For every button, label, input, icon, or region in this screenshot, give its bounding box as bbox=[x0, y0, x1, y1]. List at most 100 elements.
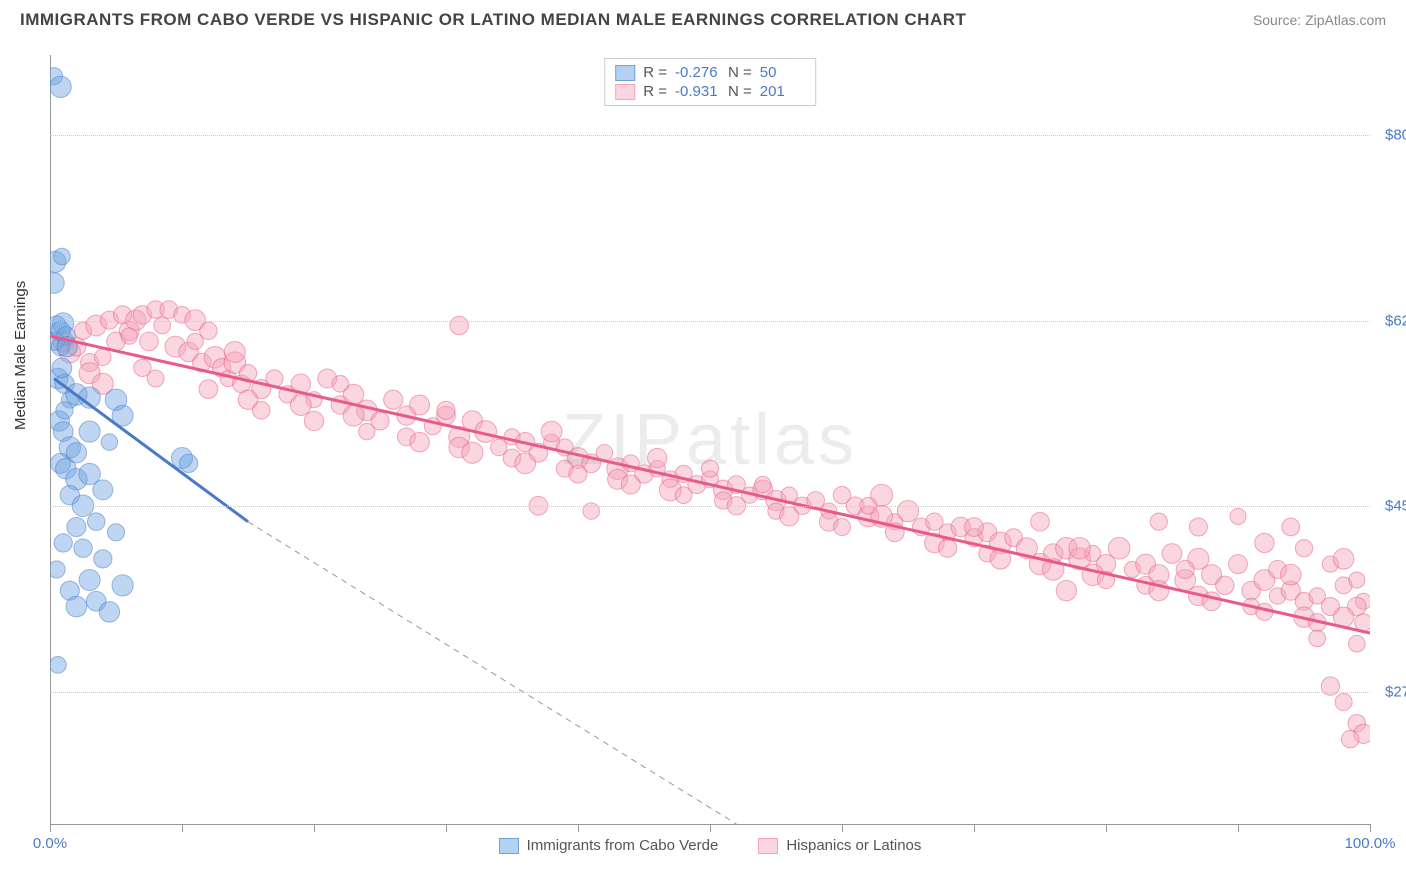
scatter-point bbox=[121, 328, 137, 344]
x-tick bbox=[314, 824, 315, 832]
scatter-point bbox=[112, 405, 133, 426]
correlation-legend: R = -0.276 N = 50 R = -0.931 N = 201 bbox=[604, 58, 816, 106]
chart-header: IMMIGRANTS FROM CABO VERDE VS HISPANIC O… bbox=[0, 0, 1406, 32]
scatter-point bbox=[318, 369, 337, 388]
scatter-point bbox=[1256, 603, 1273, 620]
scatter-point bbox=[1295, 592, 1313, 610]
legend-row: R = -0.931 N = 201 bbox=[615, 82, 805, 101]
scatter-point bbox=[1189, 518, 1207, 536]
scatter-point bbox=[94, 550, 112, 568]
gridline bbox=[50, 692, 1370, 693]
scatter-point bbox=[79, 387, 100, 408]
scatter-point bbox=[107, 332, 126, 351]
scatter-point bbox=[1333, 549, 1354, 570]
scatter-point bbox=[1162, 544, 1182, 564]
trend-line bbox=[50, 336, 1370, 633]
scatter-point bbox=[56, 327, 75, 346]
scatter-point bbox=[1341, 730, 1359, 748]
scatter-point bbox=[199, 380, 218, 399]
scatter-point bbox=[1124, 561, 1140, 577]
watermark: ZIPatlas bbox=[562, 399, 858, 481]
scatter-point bbox=[101, 434, 118, 451]
scatter-point bbox=[53, 422, 73, 442]
scatter-point bbox=[781, 487, 797, 503]
scatter-point bbox=[53, 331, 74, 352]
scatter-point bbox=[659, 479, 681, 501]
scatter-point bbox=[50, 453, 70, 473]
scatter-point bbox=[232, 375, 250, 393]
scatter-point bbox=[462, 411, 482, 431]
scatter-point bbox=[1269, 588, 1286, 605]
scatter-point bbox=[134, 359, 151, 376]
scatter-point bbox=[50, 273, 64, 294]
scatter-point bbox=[1335, 577, 1352, 594]
scatter-point bbox=[59, 437, 80, 458]
scatter-point bbox=[1269, 560, 1287, 578]
y-tick-label: $45,000 bbox=[1375, 498, 1406, 515]
scatter-point bbox=[187, 333, 203, 349]
scatter-point bbox=[583, 503, 600, 520]
scatter-point bbox=[1295, 540, 1312, 557]
scatter-point bbox=[449, 426, 470, 447]
scatter-point bbox=[79, 421, 100, 442]
scatter-point bbox=[1348, 635, 1365, 652]
scatter-point bbox=[252, 380, 271, 399]
scatter-point bbox=[212, 359, 231, 378]
scatter-point bbox=[766, 490, 786, 510]
trend-extrapolation bbox=[248, 522, 736, 824]
scatter-point bbox=[979, 545, 996, 562]
scatter-point bbox=[1355, 593, 1370, 609]
scatter-point bbox=[1189, 586, 1209, 606]
scatter-point bbox=[50, 561, 65, 578]
scatter-point bbox=[252, 402, 270, 420]
scatter-point bbox=[79, 363, 100, 384]
scatter-point bbox=[1043, 544, 1063, 563]
scatter-point bbox=[119, 321, 139, 341]
scatter-point bbox=[1082, 564, 1104, 586]
x-tick-label: 0.0% bbox=[33, 835, 67, 852]
scatter-point bbox=[306, 392, 322, 408]
x-tick bbox=[578, 824, 579, 832]
scatter-point bbox=[356, 400, 377, 421]
scatter-point bbox=[397, 428, 415, 446]
scatter-point bbox=[94, 349, 111, 366]
scatter-point bbox=[410, 432, 430, 452]
scatter-point bbox=[871, 484, 893, 506]
scatter-point bbox=[397, 406, 416, 425]
scatter-point bbox=[61, 391, 78, 408]
scatter-point bbox=[66, 596, 87, 617]
legend-swatch-series-1 bbox=[615, 84, 635, 100]
scatter-point bbox=[105, 389, 127, 411]
scatter-point bbox=[1175, 570, 1196, 591]
chart-plot-area: R = -0.276 N = 50 R = -0.931 N = 201 ZIP… bbox=[50, 55, 1370, 825]
scatter-point bbox=[1322, 556, 1338, 572]
scatter-point bbox=[239, 365, 256, 382]
x-tick bbox=[50, 824, 51, 832]
scatter-point bbox=[359, 423, 375, 439]
scatter-point bbox=[1282, 518, 1300, 536]
scatter-point bbox=[1149, 565, 1169, 585]
scatter-point bbox=[1016, 538, 1037, 559]
scatter-point bbox=[192, 353, 211, 372]
scatter-point bbox=[978, 523, 997, 542]
scatter-point bbox=[1243, 598, 1260, 615]
scatter-point bbox=[1355, 614, 1370, 631]
scatter-point bbox=[1085, 545, 1101, 561]
y-axis-label: Median Male Earnings bbox=[12, 281, 29, 430]
scatter-point bbox=[60, 485, 79, 504]
scatter-point bbox=[1176, 560, 1194, 578]
scatter-point bbox=[1309, 630, 1326, 647]
scatter-point bbox=[204, 346, 226, 368]
y-tick-label: $80,000 bbox=[1375, 126, 1406, 143]
scatter-point bbox=[939, 524, 956, 541]
legend-swatch-series-1 bbox=[758, 838, 778, 854]
scatter-point bbox=[200, 322, 218, 340]
scatter-point bbox=[1254, 570, 1275, 591]
trend-line bbox=[54, 379, 248, 522]
scatter-point bbox=[833, 519, 850, 536]
legend-row: R = -0.276 N = 50 bbox=[615, 63, 805, 82]
series-legend: Immigrants from Cabo Verde Hispanics or … bbox=[50, 837, 1370, 854]
scatter-point bbox=[938, 539, 956, 557]
scatter-point bbox=[279, 386, 296, 403]
scatter-point bbox=[59, 341, 81, 363]
